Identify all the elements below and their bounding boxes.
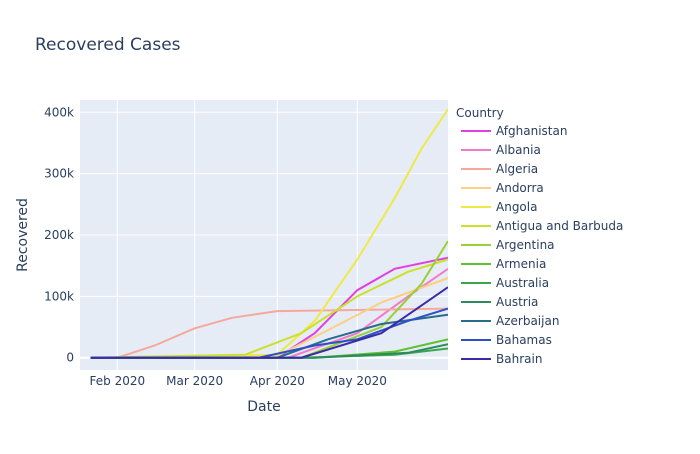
legend-label: Argentina (496, 238, 555, 252)
legend-label: Bahamas (496, 333, 552, 347)
series-line-angola (90, 108, 448, 359)
legend-item[interactable]: Armenia (461, 257, 546, 271)
series-line-bahrain (90, 286, 448, 359)
legend-item[interactable]: Albania (461, 143, 541, 157)
legend-label: Austria (496, 295, 538, 309)
series-lines (90, 108, 448, 359)
legend-item[interactable]: Australia (461, 276, 549, 290)
legend-item[interactable]: Argentina (461, 238, 555, 252)
y-axis-label: Recovered (15, 198, 31, 272)
x-tick-label: Apr 2020 (250, 374, 305, 388)
y-axis-ticks: 0 100k 200k 300k 400k (44, 105, 74, 364)
y-tick-label: 200k (44, 228, 74, 242)
legend-item[interactable]: Antigua and Barbuda (461, 219, 623, 233)
legend-item[interactable]: Austria (461, 295, 538, 309)
legend-label: Afghanistan (496, 124, 567, 138)
x-tick-label: Mar 2020 (166, 374, 223, 388)
legend-item[interactable]: Bahrain (461, 352, 542, 366)
chart-title: Recovered Cases (35, 35, 181, 55)
legend-label: Australia (496, 276, 549, 290)
x-axis-ticks: Feb 2020 Mar 2020 Apr 2020 May 2020 (90, 374, 387, 388)
legend-label: Albania (496, 143, 541, 157)
legend-label: Angola (496, 200, 537, 214)
y-tick-label: 300k (44, 167, 74, 181)
legend-title: Country (456, 106, 504, 120)
y-tick-label: 0 (66, 351, 74, 365)
legend-item[interactable]: Azerbaijan (461, 314, 559, 328)
legend-label: Bahrain (496, 352, 542, 366)
legend-label: Armenia (496, 257, 546, 271)
legend-item[interactable]: Afghanistan (461, 124, 567, 138)
legend-item[interactable]: Andorra (461, 181, 544, 195)
y-tick-label: 100k (44, 289, 74, 303)
legend-label: Andorra (496, 181, 544, 195)
x-tick-label: May 2020 (328, 374, 387, 388)
legend-label: Antigua and Barbuda (496, 219, 623, 233)
legend-item[interactable]: Algeria (461, 162, 538, 176)
x-axis-label: Date (247, 399, 280, 415)
legend-label: Algeria (496, 162, 538, 176)
y-tick-label: 400k (44, 105, 74, 119)
legend-label: Azerbaijan (496, 314, 559, 328)
legend-item[interactable]: Angola (461, 200, 537, 214)
x-tick-label: Feb 2020 (90, 374, 146, 388)
series-line-antigua-and-barbuda (90, 258, 448, 359)
legend-item[interactable]: Bahamas (461, 333, 552, 347)
legend[interactable]: Afghanistan Albania Algeria Andorra Angola An… (461, 124, 623, 366)
